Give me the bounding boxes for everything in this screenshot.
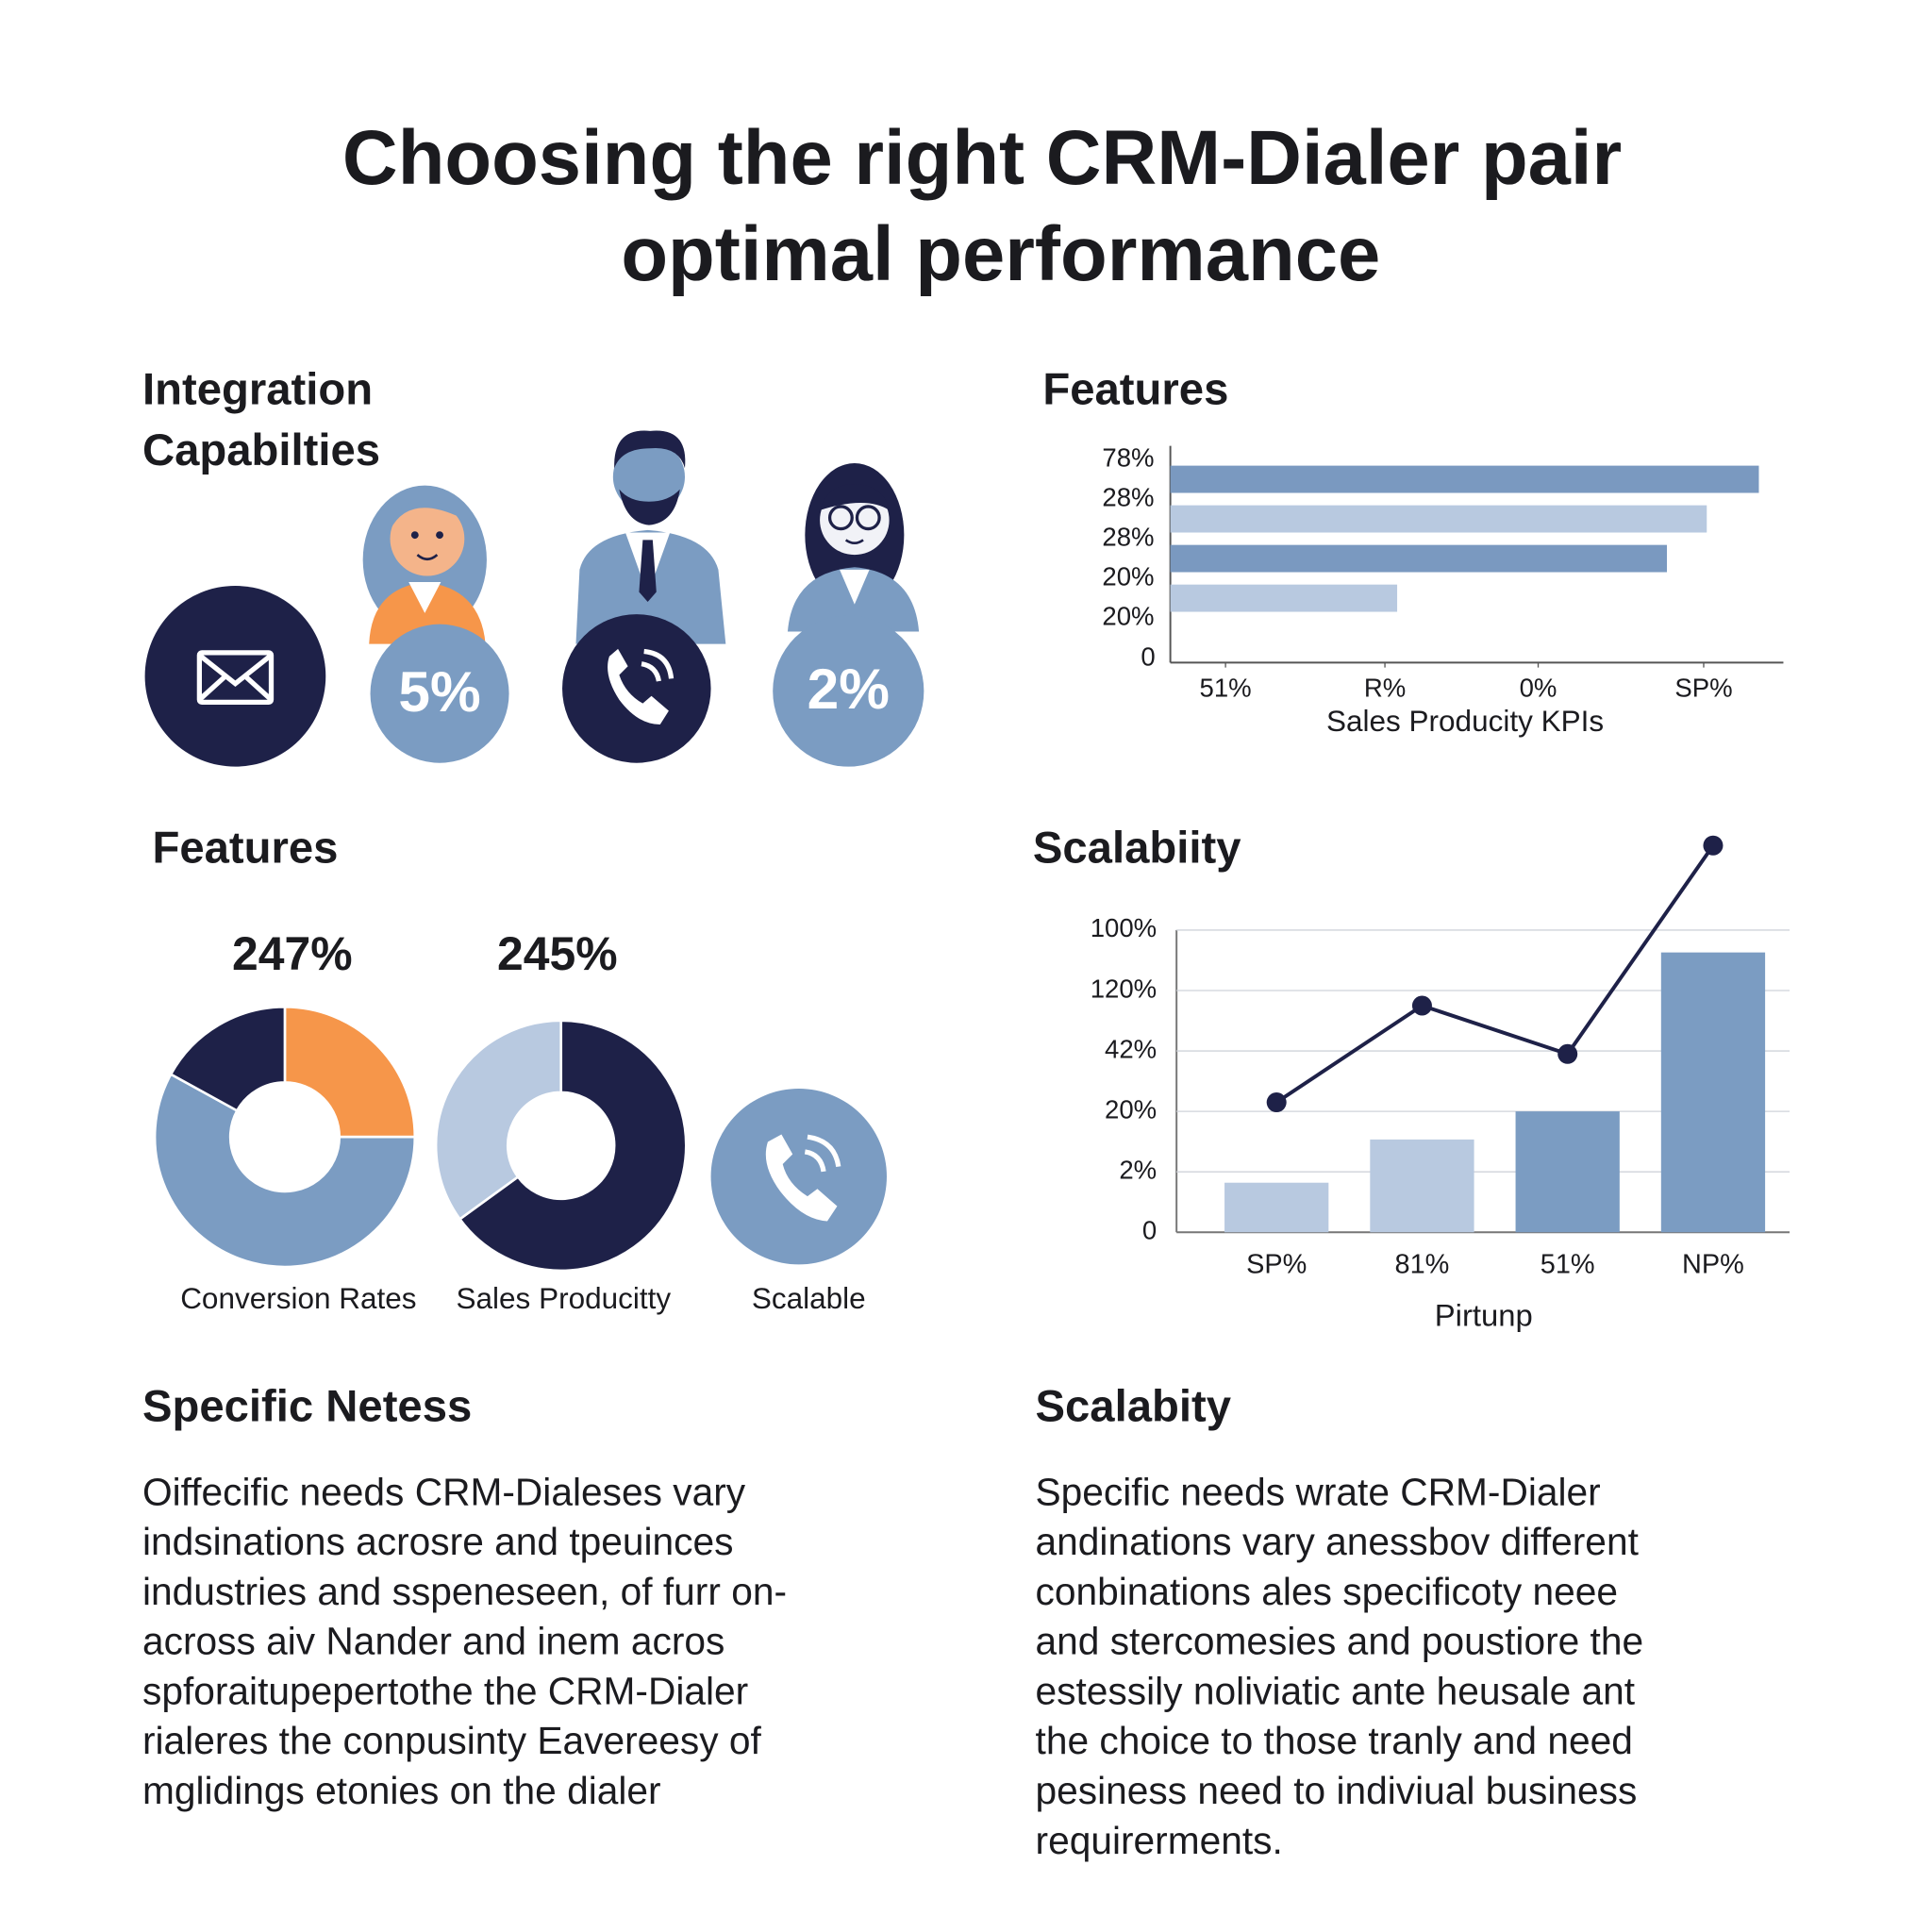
y-tick-label: 42%: [1105, 1034, 1157, 1063]
section-heading: Features: [152, 823, 338, 873]
paragraph-line: indsinations acrosre and tpeuinces: [142, 1520, 734, 1563]
y-tick-label: 28%: [1102, 522, 1154, 551]
icon-circle: [144, 585, 326, 767]
line-point: [1557, 1043, 1578, 1064]
phone-icon: [765, 1134, 841, 1222]
bar: [1170, 544, 1667, 573]
bar: [1224, 1182, 1329, 1233]
x-tick-label: 81%: [1395, 1249, 1450, 1279]
paragraph-line: the choice to those tranly and need: [1036, 1719, 1633, 1762]
paragraph-line: spforaitupepertothe the CRM-Dialer: [142, 1669, 748, 1712]
paragraph-line: requirerments.: [1036, 1819, 1283, 1862]
paragraph-line: andinations vary anessbov different: [1036, 1520, 1639, 1563]
y-tick-label: 2%: [1119, 1155, 1157, 1184]
chart-title: 247%: [232, 927, 353, 980]
paragraph-line: across aiv Nander and inem acros: [142, 1620, 724, 1663]
y-tick-label: 120%: [1091, 974, 1157, 1003]
line-point: [1266, 1092, 1287, 1113]
donut-segment: [434, 1019, 563, 1222]
paragraph-line: mglidings etonies on the dialer: [142, 1769, 661, 1812]
x-tick-label: SP%: [1246, 1249, 1307, 1279]
chart-title: Features: [1042, 365, 1228, 415]
paragraph-line: Specific needs wrate CRM-Dialer: [1036, 1470, 1601, 1513]
badge: [773, 615, 924, 767]
caption: Conversion Rates: [180, 1281, 416, 1315]
line-point: [1703, 835, 1724, 856]
paragraph-line: and stercomesies and poustiore the: [1036, 1620, 1644, 1663]
icon-circle: [710, 1088, 887, 1265]
y-tick-label: 20%: [1102, 601, 1154, 630]
bar: [1515, 1111, 1620, 1233]
y-tick-label: 28%: [1102, 482, 1154, 511]
paragraph-line: conbinations ales specificoty neee: [1036, 1570, 1619, 1613]
bar: [1170, 505, 1707, 533]
chart-title: Scalabiity: [1033, 823, 1241, 873]
donut-segment: [153, 1072, 417, 1269]
badge-label: 2%: [808, 657, 890, 721]
line: [1275, 844, 1715, 1105]
y-tick-label: 20%: [1105, 1094, 1157, 1124]
x-tick-label: 51%: [1200, 674, 1252, 703]
person-icon: [575, 430, 726, 644]
bar: [1170, 465, 1759, 493]
x-tick-label: 51%: [1541, 1249, 1595, 1279]
paragraph-line: rialeres the conpusinty Eavereesy of: [142, 1719, 762, 1762]
donut-segment: [169, 1006, 287, 1113]
x-axis-label: Pirtunp: [1435, 1298, 1533, 1333]
donut-segment: [283, 1006, 417, 1139]
origin-label: 0: [1141, 642, 1155, 672]
title-line: optimal performance: [621, 211, 1380, 297]
chart-title: 245%: [497, 927, 618, 980]
y-tick-label: 100%: [1091, 913, 1157, 942]
x-tick-label: R%: [1364, 674, 1406, 703]
x-tick-label: NP%: [1682, 1249, 1744, 1279]
phone-icon: [608, 648, 675, 724]
y-tick-label: 0: [1142, 1216, 1157, 1245]
paragraph-line: estessily noliviatic ante heusale ant: [1036, 1669, 1636, 1712]
caption: Scalable: [752, 1281, 866, 1315]
y-tick-label: 78%: [1102, 442, 1154, 472]
badge: [370, 624, 509, 763]
paragraph-line: Oiffecific needs CRM-Dialeses vary: [142, 1470, 746, 1513]
x-tick-label: 0%: [1520, 674, 1557, 703]
section-heading: Scalabity: [1036, 1381, 1232, 1431]
x-tick-label: SP%: [1674, 674, 1732, 703]
paragraph-line: pesiness need to indiviual business: [1036, 1769, 1638, 1812]
section-heading: Capabilties: [142, 425, 380, 475]
person-icon: [787, 462, 920, 632]
section-heading: Integration: [142, 365, 373, 415]
title-line: Choosing the right CRM-Dialer pair: [342, 115, 1622, 201]
mail-icon: [196, 650, 275, 705]
x-axis-label: Sales Producity KPIs: [1326, 704, 1604, 738]
paragraph-line: industries and sspeneseen, of furr on-: [142, 1570, 787, 1613]
bar: [1170, 584, 1398, 612]
bar: [1370, 1139, 1474, 1233]
person-icon: [362, 485, 487, 644]
y-tick-label: 20%: [1102, 561, 1154, 591]
section-heading: Specific Netess: [142, 1381, 472, 1431]
line-point: [1411, 995, 1432, 1016]
caption: Sales Producitty: [457, 1281, 672, 1315]
donut-segment: [458, 1019, 688, 1273]
badge-label: 5%: [398, 659, 480, 724]
bar: [1660, 952, 1766, 1233]
icon-circle: [562, 614, 711, 763]
